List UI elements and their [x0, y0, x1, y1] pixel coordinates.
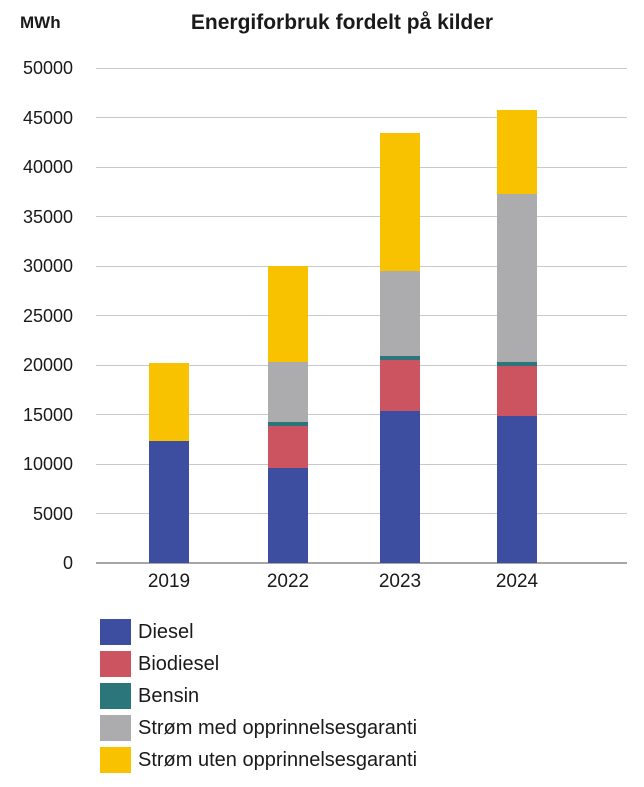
bar-segment-str-m-uten-opprinnelsesgaranti-2023 [380, 133, 420, 271]
legend-item-label: Strøm uten opprinnelsesgaranti [138, 748, 418, 771]
legend-item-label: Bensin [138, 684, 200, 707]
gridline [96, 414, 627, 415]
legend-item: Biodiesel [100, 651, 417, 677]
bar-segment-biodiesel-2023 [380, 360, 420, 411]
bar-segment-str-m-uten-opprinnelsesgaranti-2019 [149, 363, 189, 442]
bar-segment-bensin-2022 [268, 422, 308, 427]
y-tick-label: 20000 [22, 355, 73, 375]
y-tick-label: 45000 [22, 107, 73, 128]
y-tick-label: 25000 [22, 305, 73, 326]
bar-segment-diesel-2023 [380, 410, 420, 563]
gridline [96, 117, 627, 118]
legend-item-label: Diesel [138, 620, 194, 643]
plot-area: 0 5000 10000 15000 20000 25000 30000 35000 40000… [23, 58, 627, 592]
bar-segment-diesel-2024 [497, 415, 537, 563]
bar-segment-diesel-2022 [268, 467, 308, 563]
bar-segment-str-m-med-opprinnelsesgaranti-2023 [380, 270, 420, 357]
y-tick-label: 5000 [32, 503, 73, 524]
bar-segment-str-m-med-opprinnelsesgaranti-2022 [268, 362, 308, 423]
x-tick-label: 2022 [266, 571, 310, 592]
legend-item: Diesel [100, 619, 417, 645]
y-tick-label: 30000 [22, 256, 73, 276]
legend-item-label: Biodiesel [138, 652, 220, 675]
bar-segment-bensin-2024 [497, 361, 537, 366]
bar-segment-diesel-2019 [149, 441, 189, 563]
y-tick-label: 35000 [22, 206, 73, 227]
bar-segment-bensin-2023 [380, 356, 420, 361]
y-tick-label: 0 [62, 553, 73, 573]
legend-swatch [100, 619, 131, 645]
y-tick-label: 15000 [22, 404, 73, 425]
bar-segment-biodiesel-2022 [268, 426, 308, 468]
gridline [96, 513, 627, 514]
gridline [96, 216, 627, 217]
bar-segment-str-m-med-opprinnelsesgaranti-2024 [497, 194, 537, 362]
legend: Diesel Biodiesel Bensin Strøm med opprinnel… [100, 619, 417, 779]
x-tick-label: 2019 [147, 571, 191, 592]
legend-item: Strøm uten opprinnelsesgaranti [100, 747, 417, 773]
x-axis-line [96, 562, 627, 564]
legend-item: Bensin [100, 683, 417, 709]
y-tick-label: 50000 [22, 58, 73, 78]
x-tick-label: 2023 [378, 571, 422, 592]
legend-item: Strøm med opprinnelsesgaranti [100, 715, 417, 741]
legend-item-label: Strøm med opprinnelsesgaranti [138, 716, 418, 739]
bar-segment-biodiesel-2024 [497, 366, 537, 416]
bar-segment-str-m-uten-opprinnelsesgaranti-2024 [497, 109, 537, 195]
gridline [96, 166, 627, 168]
y-tick-label: 40000 [22, 157, 73, 177]
legend-swatch [100, 747, 131, 773]
legend-swatch [100, 715, 131, 741]
gridline [96, 364, 627, 366]
legend-swatch [100, 651, 131, 677]
gridline [96, 67, 627, 69]
gridline [96, 315, 627, 316]
bar-segment-str-m-uten-opprinnelsesgaranti-2022 [268, 266, 308, 363]
x-tick-label: 2024 [495, 571, 539, 592]
legend-swatch [100, 683, 131, 709]
gridline [96, 463, 627, 465]
chart-title: Energiforbruk fordelt på kilder [190, 11, 494, 34]
y-axis-unit-label: MWh [20, 13, 61, 32]
gridline [96, 265, 627, 267]
y-tick-label: 10000 [22, 454, 73, 474]
